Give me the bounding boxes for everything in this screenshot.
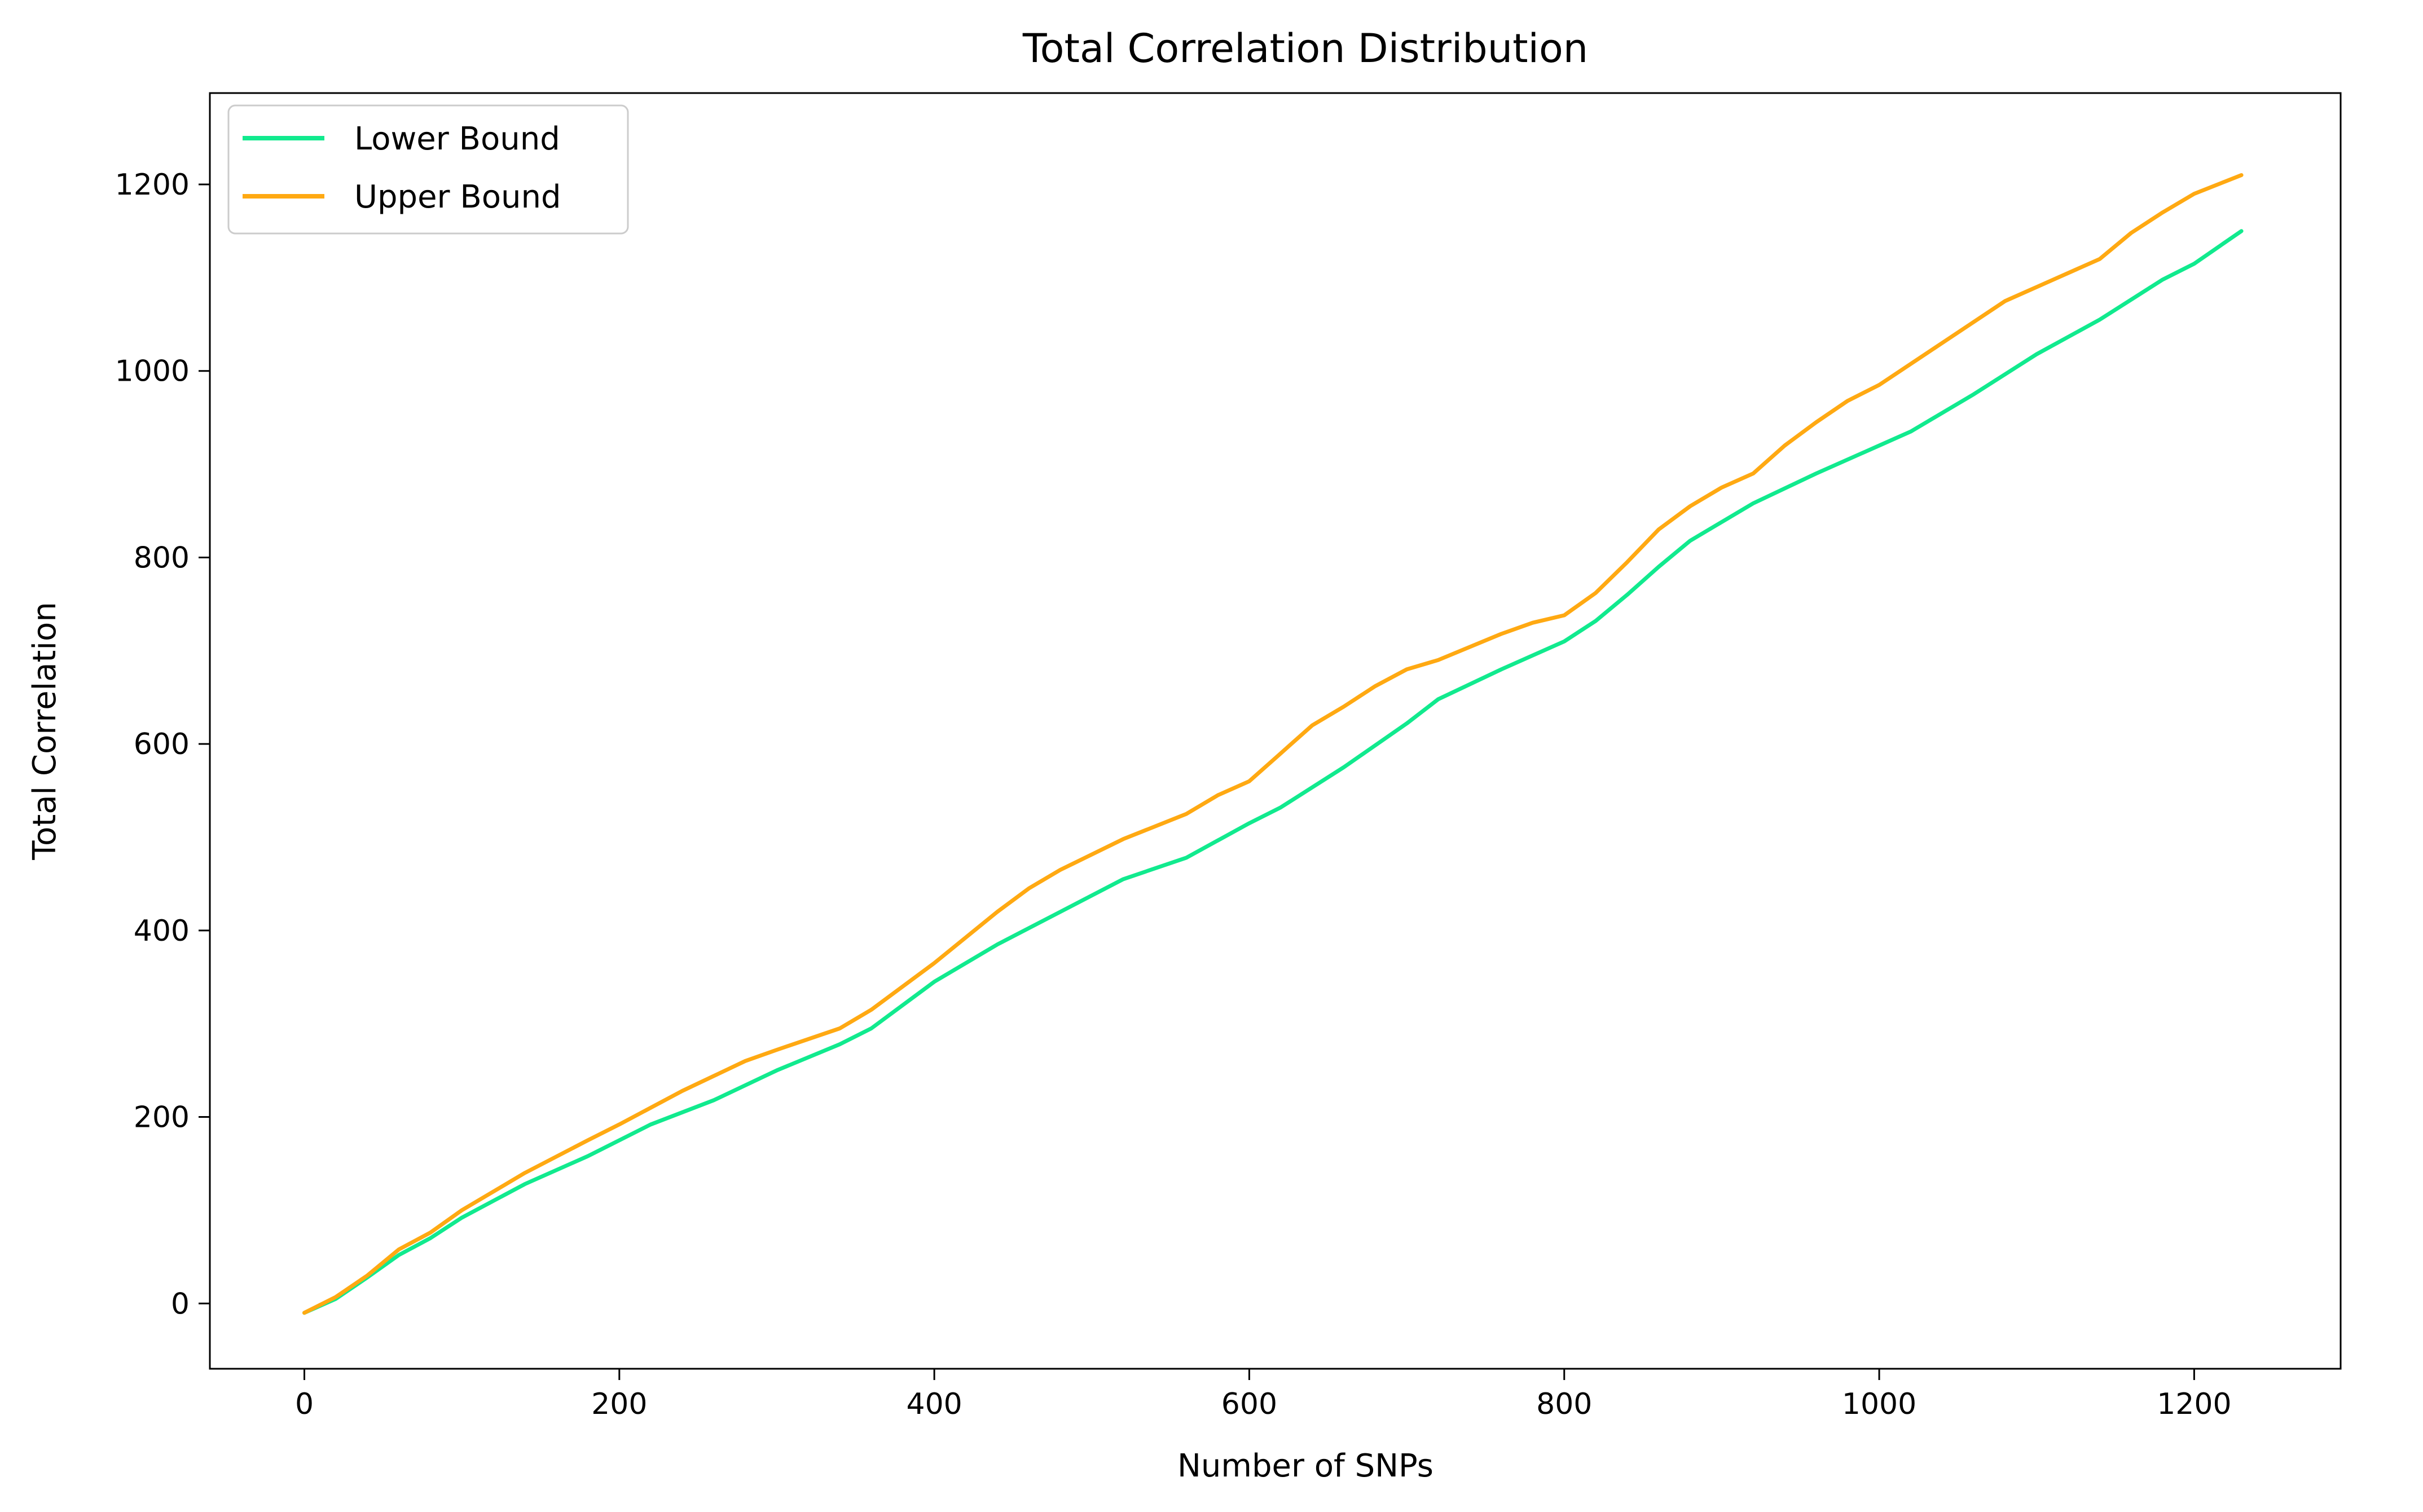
series-line-lower-bound bbox=[302, 229, 2244, 1315]
legend: Lower Bound Upper Bound bbox=[227, 104, 629, 235]
x-tick-label: 1200 bbox=[2157, 1387, 2231, 1421]
x-tick-label: 400 bbox=[906, 1387, 962, 1421]
y-axis: 0 200 400 600 800 1000 1200 bbox=[115, 168, 210, 1321]
x-axis-label: Number of SNPs bbox=[1177, 1448, 1433, 1484]
x-tick-label: 1000 bbox=[1842, 1387, 1916, 1421]
x-tick-label: 0 bbox=[295, 1387, 314, 1421]
x-axis: 0 200 400 600 800 1000 1200 bbox=[295, 1369, 2232, 1421]
x-tick-label: 600 bbox=[1221, 1387, 1277, 1421]
y-axis-label: Total Correlation bbox=[27, 602, 63, 860]
legend-label-upper-bound: Upper Bound bbox=[354, 179, 561, 215]
y-tick-label: 1000 bbox=[115, 355, 190, 389]
y-tick-label: 600 bbox=[134, 728, 190, 761]
x-tick-label: 800 bbox=[1536, 1387, 1592, 1421]
plot-frame bbox=[209, 92, 2342, 1370]
y-tick-label: 400 bbox=[134, 914, 190, 948]
y-tick-label: 0 bbox=[171, 1287, 190, 1321]
series-line-upper-bound bbox=[302, 173, 2244, 1315]
legend-label-lower-bound: Lower Bound bbox=[354, 121, 560, 157]
y-tick-label: 800 bbox=[134, 541, 190, 575]
y-tick-label: 1200 bbox=[115, 168, 190, 202]
legend-box bbox=[227, 104, 629, 235]
y-tick-label: 200 bbox=[134, 1101, 190, 1135]
series-layer bbox=[302, 173, 2244, 1315]
chart-title: Total Correlation Distribution bbox=[1022, 25, 1588, 72]
x-tick-label: 200 bbox=[591, 1387, 647, 1421]
